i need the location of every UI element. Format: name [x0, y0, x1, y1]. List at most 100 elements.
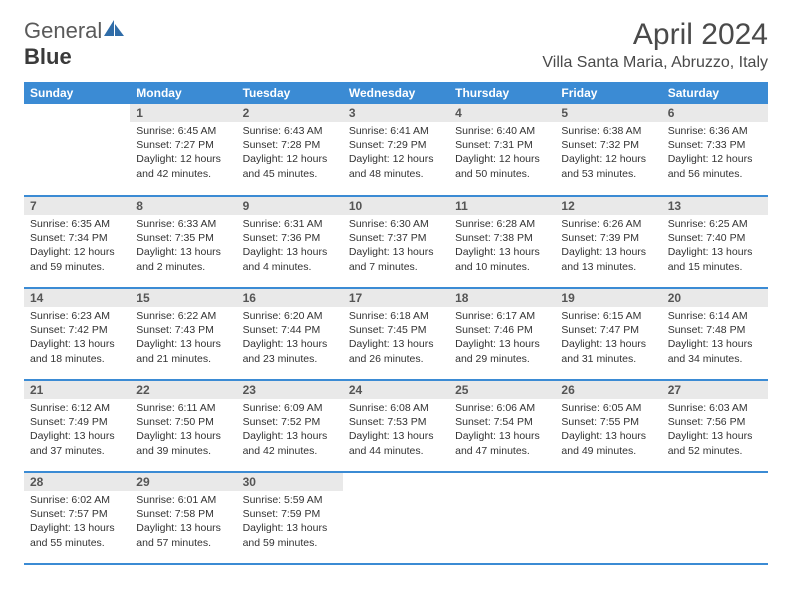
day-cell: 21Sunrise: 6:12 AMSunset: 7:49 PMDayligh… [24, 380, 130, 472]
sunrise-text: Sunrise: 6:12 AM [30, 401, 124, 415]
day-number: 12 [555, 197, 661, 215]
day-data: Sunrise: 6:01 AMSunset: 7:58 PMDaylight:… [130, 491, 236, 554]
day-number: 25 [449, 381, 555, 399]
logo-word2: Blue [24, 44, 72, 69]
daylight-line2: and 42 minutes. [136, 167, 230, 181]
daylight-line2: and 26 minutes. [349, 352, 443, 366]
sunrise-text: Sunrise: 6:31 AM [243, 217, 337, 231]
day-data: Sunrise: 6:38 AMSunset: 7:32 PMDaylight:… [555, 122, 661, 185]
day-cell: 24Sunrise: 6:08 AMSunset: 7:53 PMDayligh… [343, 380, 449, 472]
daylight-line1: Daylight: 13 hours [668, 337, 762, 351]
day-number: 22 [130, 381, 236, 399]
day-number: 7 [24, 197, 130, 215]
daylight-line2: and 18 minutes. [30, 352, 124, 366]
day-data: Sunrise: 6:02 AMSunset: 7:57 PMDaylight:… [24, 491, 130, 554]
sunrise-text: Sunrise: 6:30 AM [349, 217, 443, 231]
daylight-line2: and 49 minutes. [561, 444, 655, 458]
daylight-line1: Daylight: 13 hours [136, 429, 230, 443]
sunrise-text: Sunrise: 6:28 AM [455, 217, 549, 231]
daylight-line2: and 52 minutes. [668, 444, 762, 458]
day-cell: 4Sunrise: 6:40 AMSunset: 7:31 PMDaylight… [449, 104, 555, 196]
day-number: 27 [662, 381, 768, 399]
day-data: Sunrise: 6:22 AMSunset: 7:43 PMDaylight:… [130, 307, 236, 370]
sunset-text: Sunset: 7:55 PM [561, 415, 655, 429]
day-data: Sunrise: 6:06 AMSunset: 7:54 PMDaylight:… [449, 399, 555, 462]
sunrise-text: Sunrise: 6:11 AM [136, 401, 230, 415]
day-cell: 17Sunrise: 6:18 AMSunset: 7:45 PMDayligh… [343, 288, 449, 380]
day-data: Sunrise: 6:33 AMSunset: 7:35 PMDaylight:… [130, 215, 236, 278]
sunset-text: Sunset: 7:35 PM [136, 231, 230, 245]
sunrise-text: Sunrise: 6:15 AM [561, 309, 655, 323]
day-data: Sunrise: 6:31 AMSunset: 7:36 PMDaylight:… [237, 215, 343, 278]
day-cell: 2Sunrise: 6:43 AMSunset: 7:28 PMDaylight… [237, 104, 343, 196]
daylight-line1: Daylight: 13 hours [243, 245, 337, 259]
day-cell [662, 472, 768, 564]
day-cell [343, 472, 449, 564]
sunset-text: Sunset: 7:32 PM [561, 138, 655, 152]
title-block: April 2024 Villa Santa Maria, Abruzzo, I… [542, 18, 768, 72]
sunrise-text: Sunrise: 6:22 AM [136, 309, 230, 323]
daylight-line1: Daylight: 12 hours [349, 152, 443, 166]
sunrise-text: Sunrise: 6:41 AM [349, 124, 443, 138]
week-row: 14 Sunrise: 6:23 AMSunset: 7:42 PM Dayligh… [24, 288, 768, 380]
daylight-line1: Daylight: 13 hours [243, 521, 337, 535]
day-cell: 14Sunrise: 6:23 AMSunset: 7:42 PMDayligh… [24, 288, 130, 380]
day-cell [449, 472, 555, 564]
daylight-line1: Daylight: 13 hours [243, 337, 337, 351]
sunrise-text: Sunrise: 6:36 AM [668, 124, 762, 138]
daylight-line2: and 56 minutes. [668, 167, 762, 181]
daylight-line2: and 57 minutes. [136, 536, 230, 550]
day-data: Sunrise: 5:59 AMSunset: 7:59 PMDaylight:… [237, 491, 343, 554]
day-number: 9 [237, 197, 343, 215]
day-number: 17 [343, 289, 449, 307]
day-number: 10 [343, 197, 449, 215]
day-number: 28 [24, 473, 130, 491]
day-number: 29 [130, 473, 236, 491]
sunrise-text: Sunrise: 6:08 AM [349, 401, 443, 415]
sunset-text: Sunset: 7:54 PM [455, 415, 549, 429]
sunset-text: Sunset: 7:49 PM [30, 415, 124, 429]
sunset-text: Sunset: 7:48 PM [668, 323, 762, 337]
sunset-text: Sunset: 7:31 PM [455, 138, 549, 152]
daylight-line2: and 39 minutes. [136, 444, 230, 458]
sunset-text: Sunset: 7:36 PM [243, 231, 337, 245]
day-cell: 3Sunrise: 6:41 AMSunset: 7:29 PMDaylight… [343, 104, 449, 196]
week-row: 21Sunrise: 6:12 AMSunset: 7:49 PMDayligh… [24, 380, 768, 472]
sunset-text: Sunset: 7:38 PM [455, 231, 549, 245]
day-number: 2 [237, 104, 343, 122]
day-cell: 20Sunrise: 6:14 AMSunset: 7:48 PMDayligh… [662, 288, 768, 380]
day-cell: 22Sunrise: 6:11 AMSunset: 7:50 PMDayligh… [130, 380, 236, 472]
sunset-text: Sunset: 7:39 PM [561, 231, 655, 245]
col-sat: Saturday [662, 82, 768, 104]
day-cell: 13Sunrise: 6:25 AMSunset: 7:40 PMDayligh… [662, 196, 768, 288]
day-data: Sunrise: 6:17 AMSunset: 7:46 PMDaylight:… [449, 307, 555, 370]
day-data: Sunrise: 6:11 AMSunset: 7:50 PMDaylight:… [130, 399, 236, 462]
daylight-line1: Daylight: 13 hours [561, 337, 655, 351]
day-number: 14 [24, 289, 130, 307]
sunset-text: Sunset: 7:42 PM [30, 323, 124, 337]
daylight-line2: and 29 minutes. [455, 352, 549, 366]
daylight-line2: and 13 minutes. [561, 260, 655, 274]
sunrise-text: Sunrise: 6:23 AM [30, 309, 124, 323]
calendar-table: Sunday Monday Tuesday Wednesday Thursday… [24, 82, 768, 565]
sunrise-text: Sunrise: 6:17 AM [455, 309, 549, 323]
day-number: 18 [449, 289, 555, 307]
day-data: Sunrise: 6:40 AMSunset: 7:31 PMDaylight:… [449, 122, 555, 185]
col-wed: Wednesday [343, 82, 449, 104]
daylight-line1: Daylight: 12 hours [243, 152, 337, 166]
daylight-line2: and 31 minutes. [561, 352, 655, 366]
daylight-line2: and 7 minutes. [349, 260, 443, 274]
daylight-line1: Daylight: 13 hours [30, 429, 124, 443]
sunset-text: Sunset: 7:40 PM [668, 231, 762, 245]
day-number: 26 [555, 381, 661, 399]
day-data: Sunrise: 6:28 AMSunset: 7:38 PMDaylight:… [449, 215, 555, 278]
week-row: 28Sunrise: 6:02 AMSunset: 7:57 PMDayligh… [24, 472, 768, 564]
col-sun: Sunday [24, 82, 130, 104]
calendar-body: 1Sunrise: 6:45 AMSunset: 7:27 PMDaylight… [24, 104, 768, 564]
sunset-text: Sunset: 7:37 PM [349, 231, 443, 245]
day-data: Sunrise: 6:03 AMSunset: 7:56 PMDaylight:… [662, 399, 768, 462]
day-data: Sunrise: 6:36 AMSunset: 7:33 PMDaylight:… [662, 122, 768, 185]
day-number: 13 [662, 197, 768, 215]
sunrise-text: Sunrise: 5:59 AM [243, 493, 337, 507]
sunrise-text: Sunrise: 6:20 AM [243, 309, 337, 323]
